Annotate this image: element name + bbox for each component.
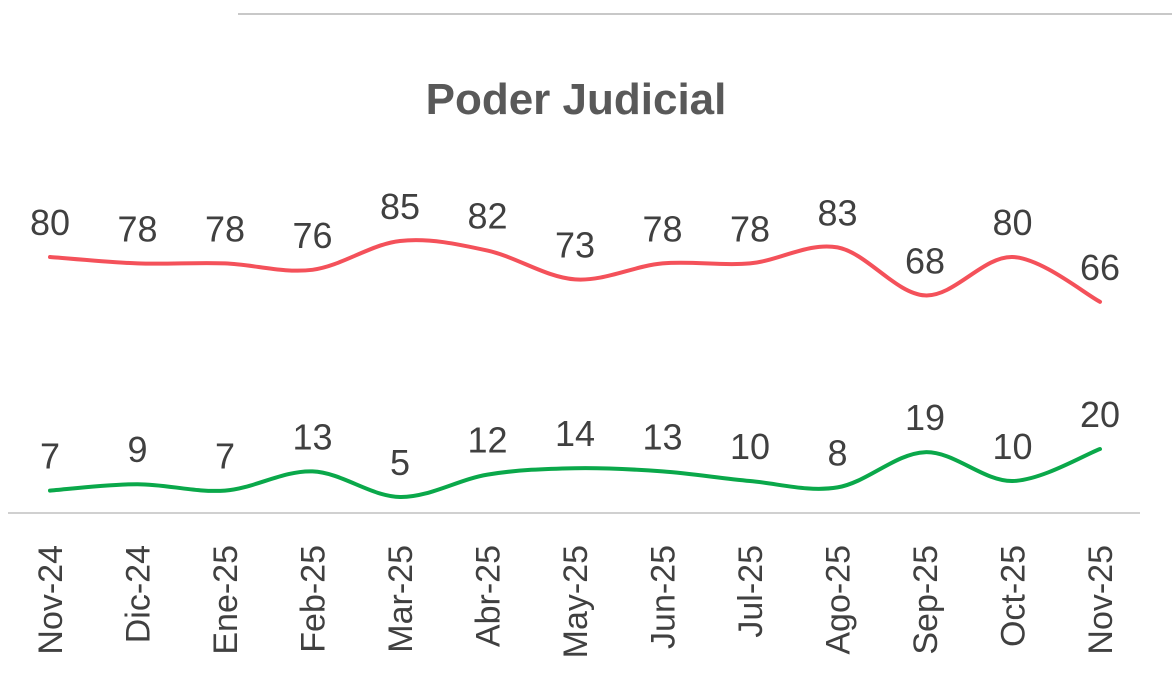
data-label: 76 xyxy=(292,215,332,256)
data-label: 78 xyxy=(730,208,770,249)
data-label: 7 xyxy=(40,436,60,477)
x-tick-label: Feb-25 xyxy=(295,545,333,653)
data-label: 80 xyxy=(30,202,70,243)
x-tick-label: Nov-24 xyxy=(32,545,70,655)
data-label: 73 xyxy=(555,224,595,265)
data-label: 5 xyxy=(390,442,410,483)
data-label: 10 xyxy=(730,426,770,467)
data-label: 7 xyxy=(215,436,235,477)
series-line xyxy=(48,238,1102,304)
data-label: 78 xyxy=(642,208,682,249)
x-tick-label: Sep-25 xyxy=(907,545,945,655)
data-label: 83 xyxy=(817,192,857,233)
data-label: 13 xyxy=(642,416,682,457)
chart-title: Poder Judicial xyxy=(426,75,727,124)
series-line xyxy=(48,447,1102,500)
data-label: 68 xyxy=(905,240,945,281)
data-label: 82 xyxy=(467,196,507,237)
x-tick-label: Ago-25 xyxy=(820,545,858,655)
data-label: 78 xyxy=(117,208,157,249)
data-label: 9 xyxy=(127,429,147,470)
data-label: 66 xyxy=(1080,247,1120,288)
data-label: 85 xyxy=(380,186,420,227)
x-tick-label: May-25 xyxy=(557,545,595,658)
x-tick-label: Oct-25 xyxy=(995,545,1033,647)
x-tick-label: Jun-25 xyxy=(645,545,683,649)
data-label: 14 xyxy=(555,413,595,454)
x-tick-label: Mar-25 xyxy=(382,545,420,653)
x-tick-label: Dic-24 xyxy=(120,545,158,643)
data-label: 80 xyxy=(992,202,1032,243)
data-label: 8 xyxy=(827,432,847,473)
x-tick-label: Nov-25 xyxy=(1082,545,1120,655)
data-label: 20 xyxy=(1080,394,1120,435)
data-label: 10 xyxy=(992,426,1032,467)
data-label: 78 xyxy=(205,208,245,249)
x-tick-label: Abr-25 xyxy=(470,545,508,647)
data-label: 13 xyxy=(292,416,332,457)
data-label: 19 xyxy=(905,397,945,438)
x-tick-label: Ene-25 xyxy=(207,545,245,655)
x-tick-label: Jul-25 xyxy=(732,545,770,638)
data-label: 12 xyxy=(467,420,507,461)
